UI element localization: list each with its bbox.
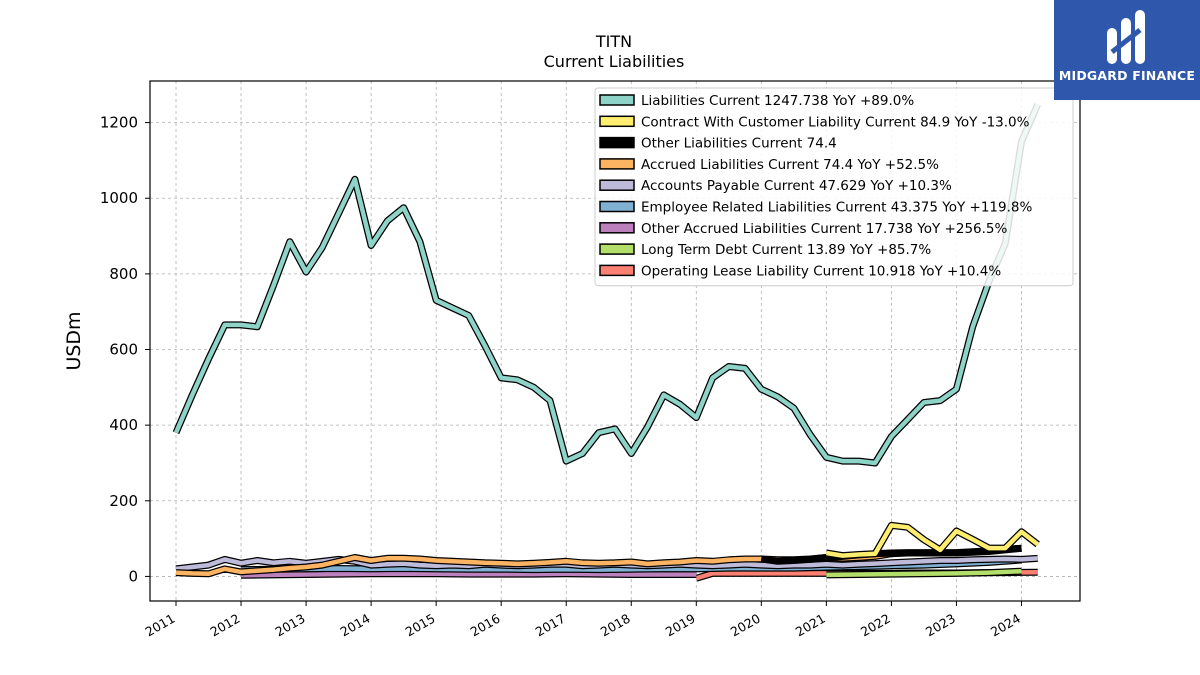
legend-swatch (599, 94, 635, 106)
legend-swatch (599, 115, 635, 128)
legend-entry: Accrued Liabilities Current 74.4 YoY +52… (641, 157, 939, 173)
legend-entry: Contract With Customer Liability Current… (641, 114, 1030, 130)
x-tick-label: 2018 (598, 611, 633, 640)
y-tick-label: 1000 (100, 189, 138, 207)
series-other-accrued-liabilities-current (240, 570, 697, 579)
legend-entry: Liabilities Current 1247.738 YoY +89.0% (641, 93, 914, 109)
series-line (760, 546, 1022, 564)
x-tick-label: 2024 (988, 611, 1023, 640)
legend-entry: Employee Related Liabilities Current 43.… (641, 200, 1032, 216)
legend-entry: Other Accrued Liabilities Current 17.738… (641, 221, 1008, 237)
series-liabilities-current (172, 103, 1041, 467)
x-tick-label: 2020 (728, 611, 763, 640)
y-tick-label: 600 (109, 341, 138, 359)
x-tick-label: 2016 (468, 611, 503, 640)
series-line (240, 571, 697, 578)
y-axis: 0 200 400 600 800 1000 1200 (100, 114, 150, 585)
legend-swatch (599, 264, 635, 277)
plot-frame (149, 80, 1081, 602)
logo: MIDGARD FINANCE (1054, 0, 1200, 100)
series-other-liabilities-current (760, 544, 1022, 565)
series-line (826, 523, 1040, 558)
legend-swatch (599, 222, 635, 234)
chart-title: TITN (595, 32, 632, 51)
x-tick-label: 2023 (923, 611, 958, 640)
logo-text: MIDGARD FINANCE (1058, 68, 1196, 83)
legend-swatch (599, 158, 635, 170)
legend: Liabilities Current 1247.738 YoY +89.0% C… (594, 87, 1074, 287)
legend-entry: Operating Lease Liability Current 10.918… (641, 263, 1001, 279)
x-tick-label: 2013 (273, 611, 308, 640)
legend-swatch (599, 200, 635, 213)
legend-swatch (599, 179, 635, 191)
x-tick-label: 2012 (207, 611, 242, 640)
legend-box (594, 87, 1074, 287)
x-tick-label: 2022 (858, 611, 893, 640)
x-axis: 2011 2012 2013 2014 2015 2016 2017 2018 2019 2020… (142, 601, 1023, 640)
series-line (173, 103, 1040, 466)
y-axis-label: USDm (63, 311, 85, 370)
y-tick-label: 800 (109, 265, 138, 283)
y-tick-label: 0 (128, 567, 138, 585)
x-tick-label: 2019 (663, 611, 698, 640)
y-tick-label: 400 (109, 416, 138, 434)
legend-swatch (599, 243, 635, 255)
chart-subtitle: Current Liabilities (544, 52, 685, 71)
legend-entry: Other Liabilities Current 74.4 (641, 136, 837, 152)
y-tick-label: 200 (109, 492, 138, 510)
x-tick-label: 2021 (793, 611, 828, 640)
x-tick-label: 2015 (403, 611, 438, 640)
legend-swatch (599, 136, 635, 149)
x-tick-label: 2017 (533, 611, 568, 640)
legend-entry: Accounts Payable Current 47.629 YoY +10.… (641, 178, 952, 194)
x-tick-label: 2014 (338, 611, 373, 640)
series-contract-with-customer-liability-current (825, 521, 1040, 560)
legend-entry: Long Term Debt Current 13.89 YoY +85.7% (641, 242, 931, 258)
x-tick-label: 2011 (142, 611, 177, 640)
series-long-term-debt-current (826, 567, 1022, 579)
y-tick-label: 1200 (100, 114, 138, 132)
plot-area (172, 103, 1041, 582)
series-line (826, 568, 1022, 578)
midgard-logo-icon (1107, 10, 1145, 64)
